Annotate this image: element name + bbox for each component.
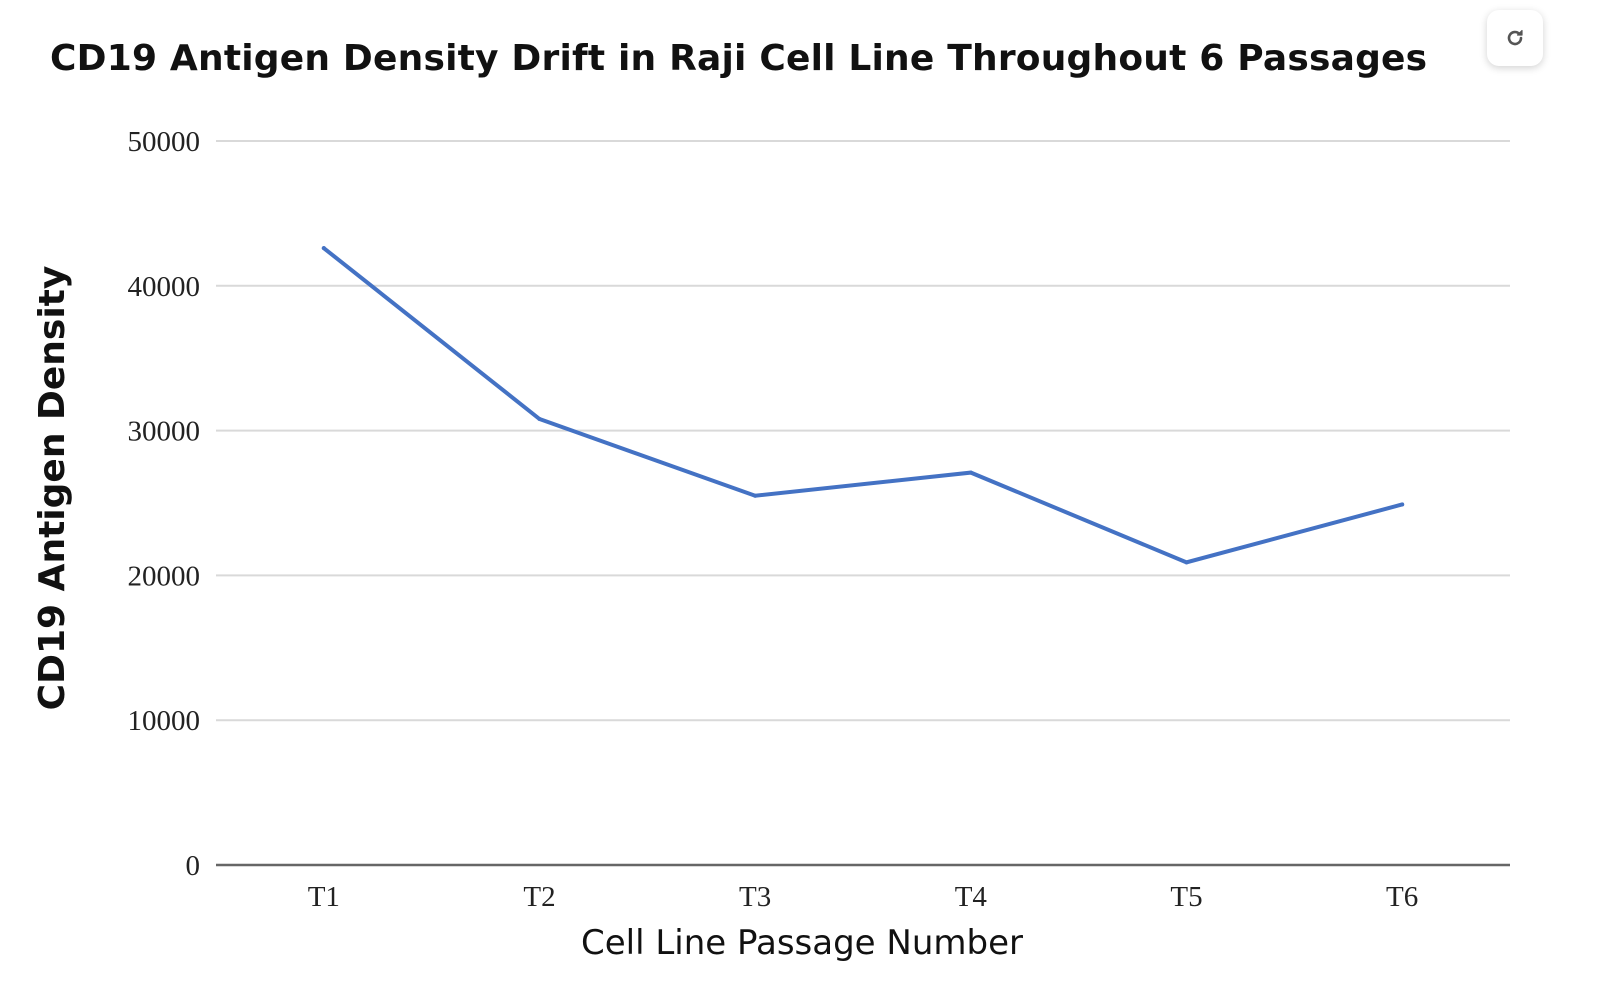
y-axis-title: CD19 Antigen Density xyxy=(32,266,73,711)
y-tick-label: 50000 xyxy=(128,126,201,158)
gridlines xyxy=(216,140,1510,867)
y-tick-label: 10000 xyxy=(128,705,201,737)
y-tick-label: 20000 xyxy=(128,560,201,592)
series-line xyxy=(321,246,1405,565)
y-axis-ticks: 0 10000 20000 30000 40000 50000 xyxy=(128,126,201,882)
x-tick-label: T5 xyxy=(1170,881,1202,913)
data-point-t4 xyxy=(968,470,973,475)
y-tick-label: 30000 xyxy=(128,416,201,448)
y-tick-label: 0 xyxy=(186,850,201,882)
x-tick-label: T3 xyxy=(739,881,771,913)
data-point-t6 xyxy=(1400,502,1405,507)
data-point-t3 xyxy=(753,493,758,498)
x-axis-ticks: T1 T2 T3 T4 T5 T6 xyxy=(308,881,1419,913)
x-tick-label: T1 xyxy=(308,881,340,913)
x-axis-title: Cell Line Passage Number xyxy=(581,923,1023,963)
data-point-t5 xyxy=(1184,560,1189,565)
x-tick-label: T2 xyxy=(523,881,555,913)
refresh-icon xyxy=(1507,29,1523,46)
data-point-t1 xyxy=(321,246,326,251)
y-tick-label: 40000 xyxy=(128,271,201,303)
chart-title: CD19 Antigen Density Drift in Raji Cell … xyxy=(50,38,1428,79)
x-tick-label: T6 xyxy=(1386,881,1418,913)
refresh-button[interactable] xyxy=(1487,10,1543,66)
x-tick-label: T4 xyxy=(955,881,988,913)
data-point-t2 xyxy=(537,417,542,422)
series-layer xyxy=(321,246,1405,565)
